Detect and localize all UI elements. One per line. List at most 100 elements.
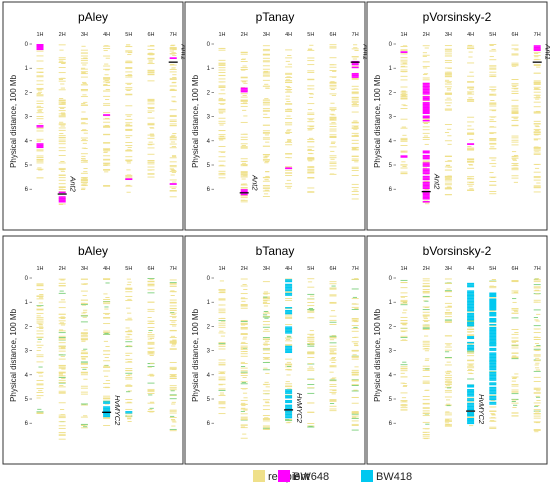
marker-band-1h	[220, 103, 225, 105]
marker-band-2h	[425, 203, 430, 205]
marker-band-5h	[307, 48, 313, 50]
marker-band-4h	[469, 138, 474, 140]
marker-band-7h	[354, 366, 359, 368]
marker-band-3h	[81, 45, 86, 47]
marker-band-2h	[58, 350, 66, 352]
marker-band-6h	[147, 334, 155, 336]
marker-band-4h	[467, 189, 475, 191]
marker-band-1h	[38, 390, 43, 392]
marker-band-4h	[467, 351, 475, 353]
marker-band-3h	[264, 417, 269, 419]
marker-band-4h	[287, 139, 292, 141]
donor-segment-bw648	[169, 183, 177, 185]
marker-band-3h	[263, 296, 268, 298]
marker-band-6h	[511, 345, 519, 347]
marker-band-1h	[400, 93, 408, 95]
marker-band-4h	[469, 99, 474, 101]
marker-band-5h	[308, 366, 313, 368]
marker-band-5h	[125, 125, 133, 127]
marker-band-2h	[59, 169, 64, 170]
marker-band-5h	[491, 86, 496, 88]
marker-band-7h	[533, 139, 539, 141]
marker-band-4h	[468, 326, 473, 328]
marker-band-6h	[147, 124, 155, 126]
marker-band-4h	[285, 363, 293, 365]
marker-band-3h	[446, 186, 451, 188]
marker-band-2h	[58, 203, 66, 205]
marker-band-3h	[262, 281, 270, 283]
marker-band-1h	[401, 126, 406, 128]
marker-band-3h	[83, 426, 88, 428]
marker-band-7h	[351, 417, 359, 419]
marker-band-7h	[170, 45, 175, 47]
marker-band-4h	[285, 381, 290, 383]
marker-band-3h	[80, 404, 88, 406]
marker-band-1h	[400, 79, 408, 81]
donor-segment-bw418	[467, 407, 475, 409]
marker-band-2h	[240, 146, 248, 148]
marker-band-1h	[36, 83, 44, 85]
marker-band-2h	[422, 291, 430, 293]
marker-band-4h	[285, 80, 293, 82]
marker-band-1h	[36, 105, 42, 107]
marker-band-4h	[103, 184, 111, 186]
marker-band-5h	[127, 401, 132, 403]
marker-band-7h	[535, 129, 540, 131]
donor-segment-bw418	[467, 413, 475, 415]
gene-label: Ant2	[433, 173, 442, 190]
marker-band-6h	[147, 107, 155, 108]
donor-segment-bw418	[467, 323, 475, 325]
marker-band-4h	[285, 66, 293, 68]
marker-band-1h	[400, 49, 408, 51]
marker-band-7h	[534, 146, 539, 148]
donor-segment-bw418	[467, 402, 475, 405]
marker-band-7h	[353, 126, 358, 128]
marker-band-3h	[445, 384, 451, 386]
marker-band-7h	[533, 360, 541, 362]
marker-band-5h	[308, 119, 313, 121]
marker-band-6h	[511, 398, 519, 400]
marker-band-5h	[489, 105, 497, 107]
marker-band-5h	[489, 68, 497, 70]
marker-band-6h	[329, 123, 337, 125]
marker-band-7h	[534, 388, 539, 390]
marker-band-3h	[444, 346, 452, 348]
marker-band-4h	[103, 45, 111, 47]
marker-band-2h	[240, 347, 248, 349]
marker-band-7h	[351, 155, 359, 157]
marker-band-6h	[331, 285, 336, 287]
marker-band-4h	[287, 421, 292, 423]
marker-band-3h	[444, 374, 452, 376]
marker-band-7h	[351, 350, 359, 352]
marker-band-5h	[125, 185, 133, 187]
marker-band-4h	[286, 88, 291, 90]
marker-band-4h	[103, 150, 109, 152]
y-tick-label: 2	[389, 324, 393, 330]
marker-band-6h	[147, 347, 155, 349]
marker-band-1h	[221, 291, 226, 293]
marker-band-7h	[172, 74, 177, 76]
marker-band-6h	[511, 337, 519, 339]
marker-band-4h	[468, 343, 473, 345]
marker-band-2h	[422, 138, 430, 140]
marker-band-2h	[240, 343, 248, 344]
marker-band-5h	[125, 88, 133, 90]
marker-band-3h	[444, 306, 452, 308]
chromosome-label: 5H	[125, 266, 132, 272]
marker-band-6h	[148, 394, 153, 396]
marker-band-5h	[125, 142, 133, 143]
marker-band-4h	[287, 63, 293, 65]
marker-band-3h	[262, 104, 270, 106]
marker-band-5h	[489, 45, 494, 46]
marker-band-2h	[240, 68, 248, 70]
marker-band-7h	[170, 295, 175, 296]
marker-band-1h	[36, 317, 44, 319]
marker-band-3h	[265, 175, 270, 177]
chromosome-label: 4H	[467, 32, 474, 38]
marker-band-4h	[103, 162, 111, 164]
marker-band-6h	[511, 380, 516, 382]
marker-band-5h	[307, 169, 315, 171]
marker-band-2h	[59, 60, 64, 62]
marker-band-4h	[285, 324, 293, 326]
